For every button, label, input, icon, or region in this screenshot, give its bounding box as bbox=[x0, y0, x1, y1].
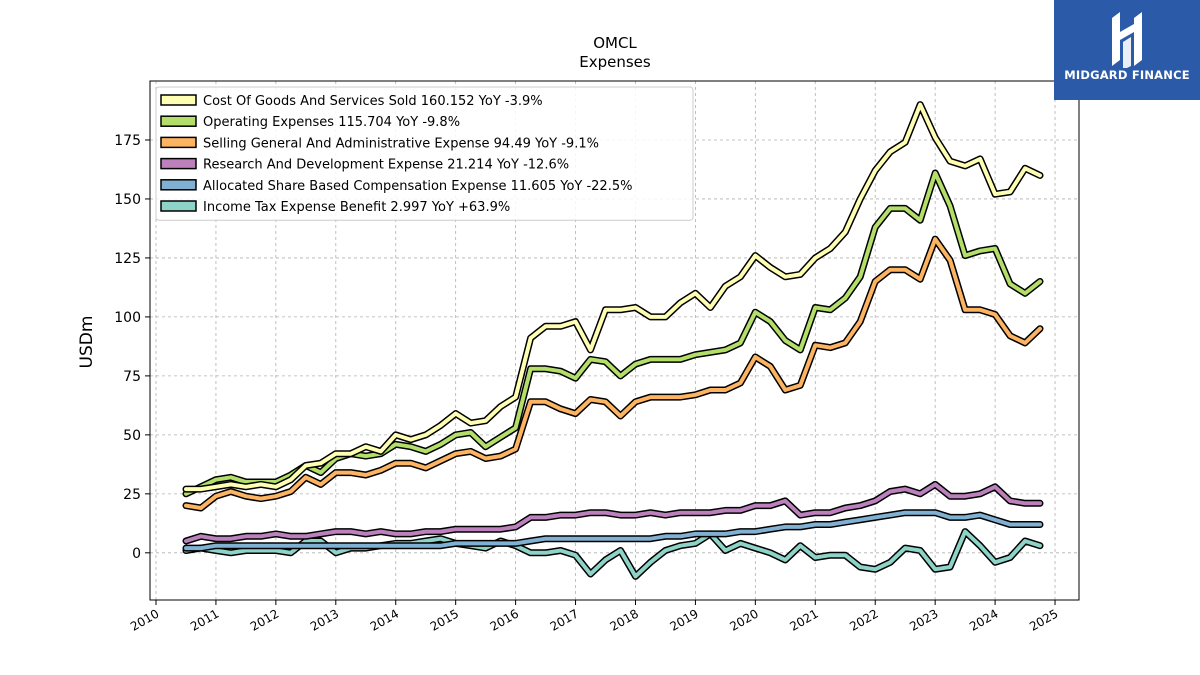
y-axis-label: USDm bbox=[77, 316, 97, 369]
y-tick-label: 150 bbox=[114, 192, 141, 208]
x-tick-label: 2011 bbox=[188, 606, 221, 633]
series-layer bbox=[182, 101, 1044, 580]
legend-swatch bbox=[160, 136, 197, 149]
legend-label: Allocated Share Based Compensation Expen… bbox=[203, 179, 632, 194]
x-tick-label: 2015 bbox=[428, 606, 461, 633]
legend-swatch bbox=[160, 115, 197, 127]
x-tick-label: 2022 bbox=[847, 606, 880, 633]
series-line-5 bbox=[182, 509, 1044, 552]
series-stroke bbox=[184, 171, 1042, 496]
legend-item-6: Income Tax Expense Benefit 2.997 YoY +63… bbox=[160, 200, 510, 215]
legend-swatch bbox=[160, 157, 197, 170]
x-tick-label: 2012 bbox=[248, 606, 281, 633]
legend-item-3: Selling General And Administrative Expen… bbox=[160, 136, 599, 151]
legend-box bbox=[155, 86, 694, 221]
x-tick-label: 2020 bbox=[727, 606, 760, 633]
legend-label: Research And Development Expense 21.214 … bbox=[203, 158, 569, 173]
x-tick-label: 2024 bbox=[967, 606, 1000, 633]
series-outline bbox=[182, 169, 1044, 498]
legend-swatch bbox=[160, 179, 197, 191]
legend-swatch bbox=[160, 200, 197, 212]
logo-text: MIDGARD FINANCE bbox=[1064, 68, 1190, 82]
x-tick-label: 2025 bbox=[1027, 606, 1060, 633]
y-tick-label: 50 bbox=[123, 428, 141, 444]
legend-item-2: Operating Expenses 115.704 YoY -9.8% bbox=[160, 115, 460, 130]
legend-label: Selling General And Administrative Expen… bbox=[203, 136, 599, 151]
chart-subtitle: Expenses bbox=[579, 53, 651, 71]
y-tick-label: 125 bbox=[114, 251, 141, 267]
legend-item-1: Cost Of Goods And Services Sold 160.152 … bbox=[160, 94, 543, 109]
legend-swatch bbox=[160, 94, 197, 106]
x-tick-label: 2021 bbox=[787, 606, 820, 633]
legend-label: Income Tax Expense Benefit 2.997 YoY +63… bbox=[203, 200, 510, 215]
series-stroke bbox=[184, 482, 1042, 543]
series-line-1 bbox=[182, 101, 1044, 493]
series-stroke bbox=[184, 237, 1042, 510]
x-tick-label: 2018 bbox=[608, 606, 641, 633]
x-tick-label: 2023 bbox=[907, 606, 940, 633]
series-stroke bbox=[184, 510, 1042, 551]
y-tick-label: 0 bbox=[132, 546, 141, 562]
y-tick-label: 175 bbox=[114, 133, 141, 149]
y-tick-label: 75 bbox=[123, 369, 141, 385]
series-line-3 bbox=[182, 235, 1044, 512]
chart-title: OMCL bbox=[593, 34, 637, 52]
x-tick-label: 2010 bbox=[128, 606, 161, 633]
series-outline bbox=[182, 509, 1044, 552]
legend-item-4: Research And Development Expense 21.214 … bbox=[160, 157, 569, 173]
series-line-4 bbox=[182, 480, 1044, 545]
x-tick-label: 2016 bbox=[488, 606, 521, 633]
legend: Cost Of Goods And Services Sold 160.152 … bbox=[155, 86, 694, 221]
plot-frame bbox=[149, 80, 1080, 601]
y-tick-label: 25 bbox=[123, 487, 141, 503]
legend-label: Operating Expenses 115.704 YoY -9.8% bbox=[203, 115, 460, 130]
x-tick-label: 2013 bbox=[308, 606, 341, 633]
x-tick-label: 2019 bbox=[667, 606, 700, 633]
x-tick-label: 2017 bbox=[548, 606, 581, 633]
midgard-finance-logo: MIDGARD FINANCE bbox=[1054, 0, 1200, 100]
y-tick-label: 100 bbox=[114, 310, 141, 326]
series-line-2 bbox=[182, 169, 1044, 498]
x-tick-label: 2014 bbox=[368, 606, 401, 633]
legend-item-5: Allocated Share Based Compensation Expen… bbox=[160, 179, 632, 194]
midgard-logo-icon bbox=[1112, 12, 1142, 68]
legend-label: Cost Of Goods And Services Sold 160.152 … bbox=[203, 94, 543, 109]
series-stroke bbox=[184, 102, 1042, 492]
